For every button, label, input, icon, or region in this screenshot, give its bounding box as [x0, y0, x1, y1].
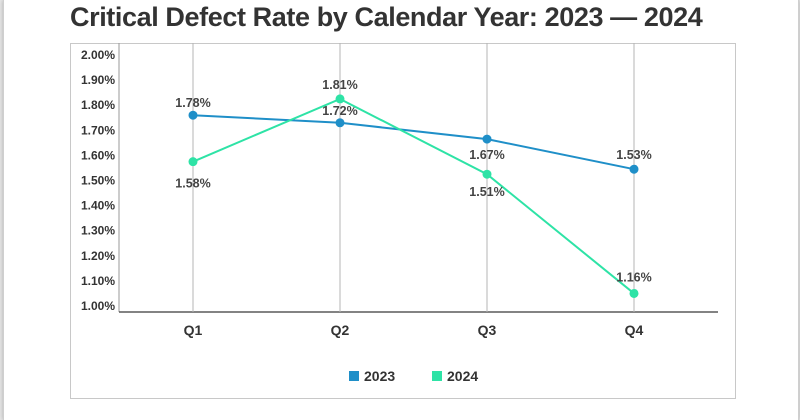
- legend-label-2024: 2024: [447, 368, 478, 384]
- x-tick-label-q1: Q1: [184, 322, 203, 338]
- data-point-2023-q3: [482, 134, 492, 144]
- series-line-2024: [192, 97, 635, 295]
- y-tick-label: 2.00%: [81, 48, 115, 62]
- data-point-2023-q1: [188, 110, 198, 120]
- data-label-2023-q1: 1.78%: [175, 96, 210, 110]
- data-point-2023-q2: [335, 118, 345, 128]
- y-tick-label: 1.70%: [81, 123, 115, 137]
- y-tick-label: 1.50%: [81, 174, 115, 188]
- legend-swatch-2024: [432, 371, 442, 381]
- y-tick-label: 1.30%: [81, 224, 115, 238]
- y-tick-label: 1.40%: [81, 199, 115, 213]
- data-label-2024-q2: 1.81%: [322, 78, 357, 92]
- series-line-2023: [192, 114, 635, 171]
- data-point-2024-q2: [335, 94, 345, 104]
- x-tick-label-q3: Q3: [478, 322, 497, 338]
- y-tick-label: 1.10%: [81, 274, 115, 288]
- chart-title: Critical Defect Rate by Calendar Year: 2…: [70, 2, 703, 32]
- data-point-2023-q4: [629, 164, 639, 174]
- data-label-2024-q1: 1.58%: [175, 177, 210, 191]
- data-point-2024-q3: [482, 169, 492, 179]
- line-chart: 1.00% 1.10% 1.20% 1.30% 1.40% 1.50% 1.60% 1.70%…: [81, 43, 718, 384]
- y-tick-label: 1.60%: [81, 148, 115, 162]
- y-tick-label: 1.90%: [81, 73, 115, 87]
- x-tick-label-q4: Q4: [625, 322, 644, 338]
- x-tick-label-q2: Q2: [331, 322, 350, 338]
- data-label-2024-q3: 1.51%: [469, 185, 504, 199]
- y-tick-label: 1.00%: [81, 299, 115, 313]
- data-label-2023-q2: 1.72%: [322, 104, 357, 118]
- legend-label-2023: 2023: [364, 368, 395, 384]
- data-point-2024-q4: [629, 288, 639, 298]
- data-point-2024-q1: [188, 157, 198, 167]
- legend-swatch-2023: [349, 371, 359, 381]
- y-tick-label: 1.80%: [81, 98, 115, 112]
- data-label-2024-q4: 1.16%: [616, 270, 651, 284]
- document-page: Critical Defect Rate by Calendar Year: 2…: [3, 0, 799, 420]
- data-label-2023-q4: 1.53%: [616, 148, 651, 162]
- data-label-2023-q3: 1.67%: [469, 148, 504, 162]
- y-tick-label: 1.20%: [81, 249, 115, 263]
- chart-frame: [70, 43, 736, 399]
